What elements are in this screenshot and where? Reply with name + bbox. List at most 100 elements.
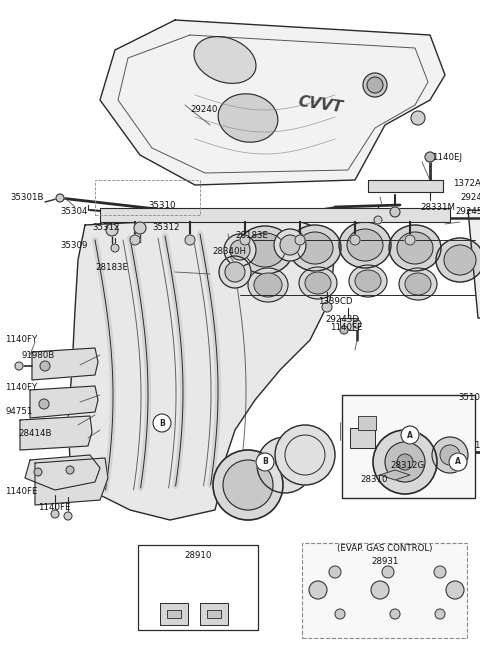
Circle shape xyxy=(274,229,306,261)
Circle shape xyxy=(224,234,256,266)
Polygon shape xyxy=(380,470,410,480)
Ellipse shape xyxy=(248,268,288,302)
Polygon shape xyxy=(68,215,335,520)
Ellipse shape xyxy=(194,37,256,83)
Circle shape xyxy=(39,399,49,409)
Bar xyxy=(160,603,188,625)
Circle shape xyxy=(230,240,250,260)
Circle shape xyxy=(363,73,387,97)
Circle shape xyxy=(371,581,389,599)
Circle shape xyxy=(153,414,171,432)
Text: A: A xyxy=(455,457,461,466)
Circle shape xyxy=(435,609,445,619)
Circle shape xyxy=(15,362,23,370)
Ellipse shape xyxy=(297,232,333,264)
Text: B: B xyxy=(159,419,165,428)
Text: 1140FE: 1140FE xyxy=(38,504,71,512)
Circle shape xyxy=(405,235,415,245)
Circle shape xyxy=(225,262,245,282)
Text: 29244A: 29244A xyxy=(460,193,480,202)
Circle shape xyxy=(309,581,327,599)
Circle shape xyxy=(373,430,437,494)
Bar xyxy=(342,395,475,498)
Text: A: A xyxy=(407,430,413,440)
Circle shape xyxy=(401,426,419,444)
Polygon shape xyxy=(100,20,445,185)
Text: 1372AE: 1372AE xyxy=(453,179,480,187)
Text: 35312: 35312 xyxy=(152,223,180,233)
Circle shape xyxy=(353,320,361,328)
Circle shape xyxy=(322,302,332,312)
Polygon shape xyxy=(20,416,92,450)
Text: 1140FE: 1140FE xyxy=(330,324,362,333)
Text: 94751: 94751 xyxy=(5,407,32,417)
Circle shape xyxy=(40,361,50,371)
Ellipse shape xyxy=(349,265,387,297)
Circle shape xyxy=(340,326,348,334)
Circle shape xyxy=(329,566,341,578)
Text: 1123GE: 1123GE xyxy=(474,441,480,449)
Circle shape xyxy=(34,468,42,476)
Bar xyxy=(138,545,258,630)
Text: 28331M: 28331M xyxy=(420,204,455,212)
Circle shape xyxy=(51,510,59,518)
Circle shape xyxy=(219,256,251,288)
Circle shape xyxy=(449,453,467,471)
Circle shape xyxy=(350,235,360,245)
Text: 1339CD: 1339CD xyxy=(318,297,352,307)
Polygon shape xyxy=(468,210,480,318)
Circle shape xyxy=(385,442,425,482)
Circle shape xyxy=(134,222,146,234)
Text: 1140FE: 1140FE xyxy=(5,487,37,496)
Text: 29243D: 29243D xyxy=(325,316,359,324)
Ellipse shape xyxy=(355,270,381,292)
Text: 28340H: 28340H xyxy=(212,248,246,257)
Ellipse shape xyxy=(289,225,341,271)
Circle shape xyxy=(56,194,64,202)
Circle shape xyxy=(275,425,335,485)
Circle shape xyxy=(390,207,400,217)
Circle shape xyxy=(223,460,273,510)
Ellipse shape xyxy=(245,233,285,267)
Text: 1140FY: 1140FY xyxy=(5,335,37,345)
Polygon shape xyxy=(30,386,98,418)
Circle shape xyxy=(64,512,72,520)
Bar xyxy=(167,610,181,618)
Bar xyxy=(95,180,200,215)
Text: 91980B: 91980B xyxy=(22,352,55,360)
Circle shape xyxy=(185,235,195,245)
Text: 29240: 29240 xyxy=(190,105,217,115)
Circle shape xyxy=(295,235,305,245)
Circle shape xyxy=(397,454,413,470)
Text: 1140EJ: 1140EJ xyxy=(432,153,462,162)
Text: 35301B: 35301B xyxy=(10,193,44,202)
Circle shape xyxy=(335,609,345,619)
Ellipse shape xyxy=(444,245,476,275)
Circle shape xyxy=(213,450,283,520)
Circle shape xyxy=(432,437,468,473)
Circle shape xyxy=(257,437,313,493)
Text: 28931: 28931 xyxy=(372,557,399,567)
Text: 28312G: 28312G xyxy=(390,460,424,470)
Text: 35312: 35312 xyxy=(92,223,120,233)
Bar xyxy=(340,318,358,330)
Text: 29245: 29245 xyxy=(455,206,480,215)
Ellipse shape xyxy=(389,225,441,271)
Ellipse shape xyxy=(399,268,437,300)
Bar xyxy=(207,610,221,618)
Bar xyxy=(302,543,467,638)
Ellipse shape xyxy=(347,229,383,261)
Ellipse shape xyxy=(218,94,278,142)
Circle shape xyxy=(66,466,74,474)
Bar xyxy=(368,180,443,192)
Text: 28310: 28310 xyxy=(360,476,387,485)
Text: 35309: 35309 xyxy=(60,242,87,250)
Text: 35310: 35310 xyxy=(148,202,176,210)
Circle shape xyxy=(256,453,274,471)
Circle shape xyxy=(382,566,394,578)
Text: B: B xyxy=(262,457,268,466)
Ellipse shape xyxy=(254,273,282,297)
Circle shape xyxy=(106,224,118,236)
Polygon shape xyxy=(35,458,108,505)
Ellipse shape xyxy=(299,267,337,299)
